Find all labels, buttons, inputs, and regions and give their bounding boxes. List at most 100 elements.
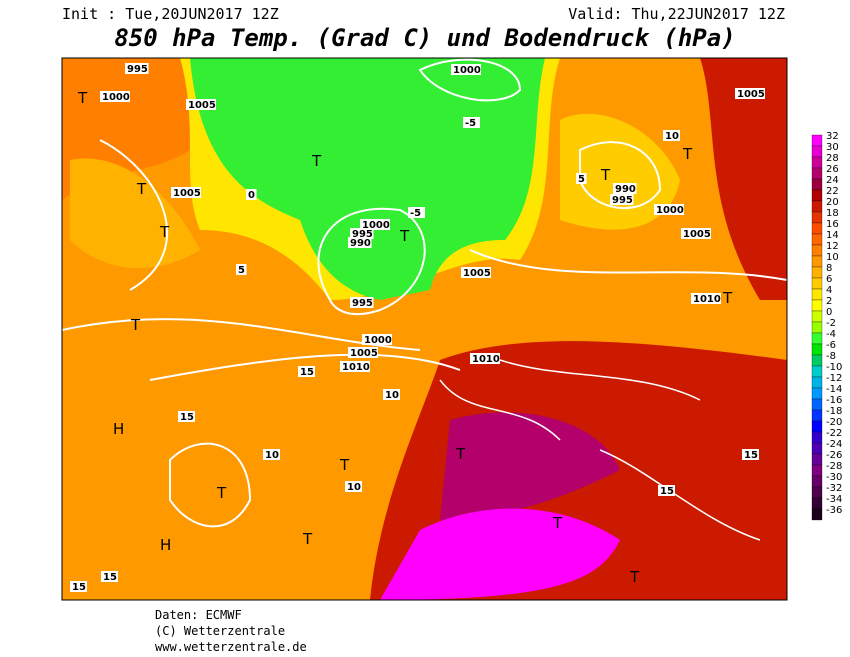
- legend-label: -6: [826, 340, 836, 351]
- contour-label: 1010: [693, 294, 721, 305]
- legend-swatch: [811, 255, 823, 268]
- pressure-center: T: [629, 568, 640, 586]
- pressure-center: T: [600, 166, 611, 184]
- legend-swatch: [811, 167, 823, 180]
- label-box: [383, 389, 400, 400]
- contour-label: 1005: [683, 229, 711, 240]
- legend-label: -30: [826, 472, 842, 483]
- legend-swatch: [811, 189, 823, 202]
- label-box: [246, 189, 257, 200]
- legend-label: 30: [826, 142, 839, 153]
- legend-label: 32: [826, 131, 839, 142]
- label-box: [451, 64, 481, 75]
- pressure-center: T: [159, 223, 170, 241]
- legend-label: 0: [826, 307, 832, 318]
- contour-label: 5: [578, 174, 585, 185]
- contour-label: 1000: [656, 205, 684, 216]
- label-box: [348, 347, 378, 358]
- legend-swatch: [811, 464, 823, 477]
- legend-swatch: [811, 398, 823, 411]
- legend-label: 12: [826, 241, 839, 252]
- label-box: [186, 99, 216, 110]
- legend-label: -12: [826, 373, 842, 384]
- contour-label: 1005: [350, 348, 378, 359]
- label-box: [178, 411, 195, 422]
- legend-swatch: [811, 145, 823, 158]
- legend-swatch: [811, 387, 823, 400]
- legend-label: 6: [826, 274, 832, 285]
- contour-label: 15: [72, 582, 86, 593]
- label-box: [613, 183, 637, 194]
- legend-label: -36: [826, 505, 842, 516]
- label-box: [125, 63, 149, 74]
- legend-label: -16: [826, 395, 842, 406]
- label-box: [236, 264, 247, 275]
- legend-label: 24: [826, 175, 839, 186]
- legend-label: 16: [826, 219, 839, 230]
- label-box: [340, 361, 370, 372]
- legend-label: 4: [826, 285, 832, 296]
- legend-swatch: [811, 497, 823, 510]
- legend-swatch: [811, 486, 823, 499]
- legend-swatch: [811, 233, 823, 246]
- contour-label: 10: [347, 482, 361, 493]
- legend-label: -22: [826, 428, 842, 439]
- contour-label: -5: [465, 118, 476, 129]
- legend-label: 26: [826, 164, 839, 175]
- label-box: [70, 581, 87, 592]
- legend-swatch: [811, 211, 823, 224]
- legend-swatch: [811, 277, 823, 290]
- contour-label: 1010: [342, 362, 370, 373]
- contour-label: 15: [103, 572, 117, 583]
- legend-swatch: [811, 508, 823, 521]
- legend-swatch: [811, 178, 823, 191]
- contour-label: 995: [612, 195, 633, 206]
- legend-swatch: [811, 299, 823, 312]
- contour-label: 0: [248, 190, 255, 201]
- pressure-center: H: [160, 536, 171, 554]
- legend-label: -14: [826, 384, 842, 395]
- label-box: [742, 449, 759, 460]
- contour-label: 1000: [453, 65, 481, 76]
- legend-swatch: [811, 321, 823, 334]
- contour-label: 15: [660, 486, 674, 497]
- label-box: [348, 237, 372, 248]
- legend-label: -18: [826, 406, 842, 417]
- legend-swatch: [811, 244, 823, 257]
- pressure-center: T: [77, 89, 88, 107]
- contour-label: 995: [352, 229, 373, 240]
- pressure-center: T: [339, 456, 350, 474]
- legend-label: -26: [826, 450, 842, 461]
- label-box: [171, 187, 201, 198]
- contour-label: 15: [300, 367, 314, 378]
- contour-label: 1005: [188, 100, 216, 111]
- valid-text: Valid: Thu,22JUN2017 12Z: [568, 5, 785, 23]
- contour-label: 1000: [364, 335, 392, 346]
- init-text: Init : Tue,20JUN2017 12Z: [62, 5, 279, 23]
- label-box: [263, 449, 280, 460]
- legend-swatch: [811, 431, 823, 444]
- legend-swatch: [811, 442, 823, 455]
- legend-label: 18: [826, 208, 839, 219]
- pressure-center: T: [311, 152, 322, 170]
- legend-label: 28: [826, 153, 839, 164]
- footer-url: www.wetterzentrale.de: [155, 640, 307, 654]
- legend-swatch: [811, 420, 823, 433]
- contour-label: 995: [127, 64, 148, 75]
- legend-label: 20: [826, 197, 839, 208]
- label-box: [100, 91, 130, 102]
- legend-label: -10: [826, 362, 842, 373]
- label-box: [408, 207, 425, 218]
- label-box: [691, 293, 721, 304]
- label-box: [681, 228, 711, 239]
- label-box: [463, 117, 480, 128]
- contour-label: 1005: [737, 89, 765, 100]
- legend-label: -4: [826, 329, 836, 340]
- label-box: [610, 194, 634, 205]
- legend-label: -24: [826, 439, 842, 450]
- map-labels: TTTTHTHTTTTTTTTTT10001005100599599010009…: [70, 63, 765, 593]
- legend-label: 22: [826, 186, 839, 197]
- legend-swatch: [811, 310, 823, 323]
- contour-label: 995: [352, 298, 373, 309]
- label-box: [654, 204, 684, 215]
